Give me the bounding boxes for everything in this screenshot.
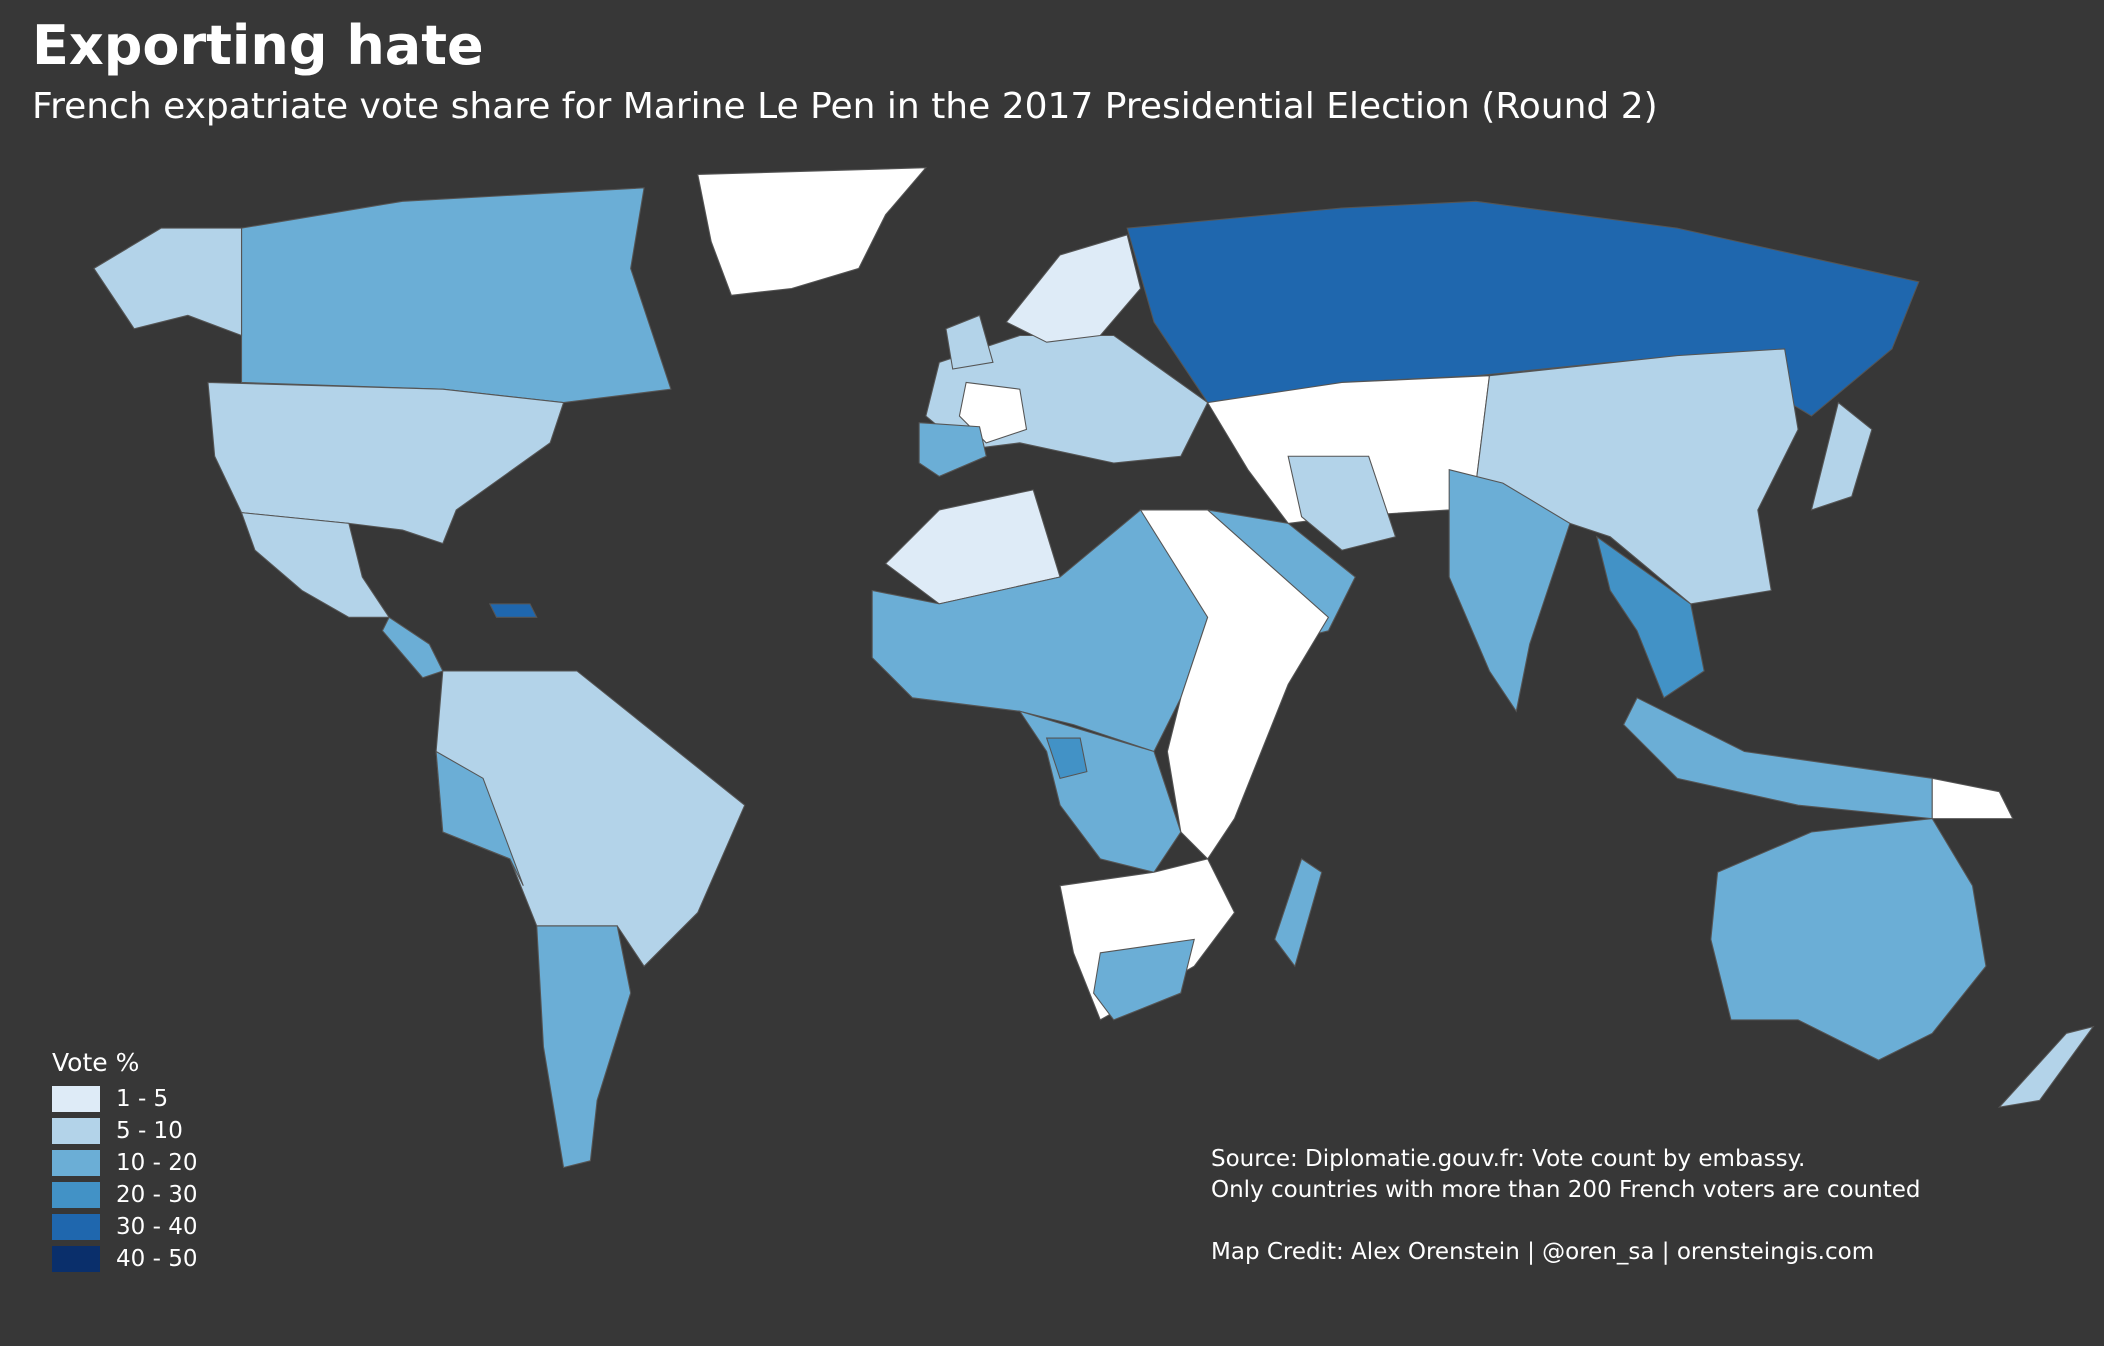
legend-item: 5 - 10 (52, 1115, 197, 1147)
region-india (1448, 469, 1571, 713)
region-central-america (381, 616, 444, 679)
region-japan (1810, 401, 1873, 511)
region-scandinavia (1005, 234, 1142, 343)
region-iran (1287, 455, 1397, 551)
region-australia (1710, 818, 1987, 1061)
region-canada (240, 187, 672, 404)
legend-swatch (52, 1118, 100, 1144)
legend-label: 10 - 20 (116, 1150, 198, 1176)
region-southeast-asia (1595, 535, 1705, 699)
legend-swatch (52, 1086, 100, 1112)
legend-title: Vote % (52, 1048, 140, 1077)
region-papua (1931, 777, 2014, 820)
region-uk (945, 314, 994, 370)
legend-item: 20 - 30 (52, 1179, 197, 1211)
region-usa (207, 381, 565, 545)
legend-label: 20 - 30 (116, 1182, 198, 1208)
legend-label: 1 - 5 (116, 1086, 169, 1112)
legend-item: 1 - 5 (52, 1083, 197, 1115)
map-credit: Map Credit: Alex Orenstein | @oren_sa | … (1211, 1239, 1875, 1265)
region-africa-north (884, 489, 1061, 605)
legend-swatch (52, 1150, 100, 1176)
region-mexico (240, 512, 391, 618)
region-gabon (1045, 737, 1088, 779)
legend-label: 40 - 50 (116, 1246, 198, 1272)
legend-swatch (52, 1246, 100, 1272)
source-note: Source: Diplomatie.gouv.fr: Vote count b… (1211, 1144, 1920, 1268)
legend: Vote % 1 - 5 5 - 10 10 - 20 20 - 30 30 -… (52, 1048, 197, 1275)
legend-item: 10 - 20 (52, 1147, 197, 1179)
region-andes (435, 750, 524, 886)
region-madagascar (1274, 858, 1323, 968)
legend-item: 30 - 40 (52, 1211, 197, 1243)
map-subtitle: French expatriate vote share for Marine … (32, 86, 1658, 127)
region-africa-east (1139, 509, 1330, 860)
legend-label: 30 - 40 (116, 1214, 198, 1240)
source-line: Source: Diplomatie.gouv.fr: Vote count b… (1211, 1146, 1806, 1172)
region-alaska (93, 227, 243, 337)
region-iberia (918, 422, 987, 478)
map-title: Exporting hate (32, 14, 484, 77)
legend-label: 5 - 10 (116, 1118, 183, 1144)
region-indonesia (1622, 697, 1933, 820)
legend-swatch (52, 1182, 100, 1208)
legend-swatch (52, 1214, 100, 1240)
region-caribbean (488, 603, 538, 618)
region-greenland (697, 167, 928, 296)
region-argentina (536, 925, 632, 1169)
region-south-africa (1093, 938, 1195, 1021)
source-line: Only countries with more than 200 French… (1211, 1177, 1921, 1203)
region-new-zealand (1997, 1025, 2095, 1108)
legend-item: 40 - 50 (52, 1243, 197, 1275)
